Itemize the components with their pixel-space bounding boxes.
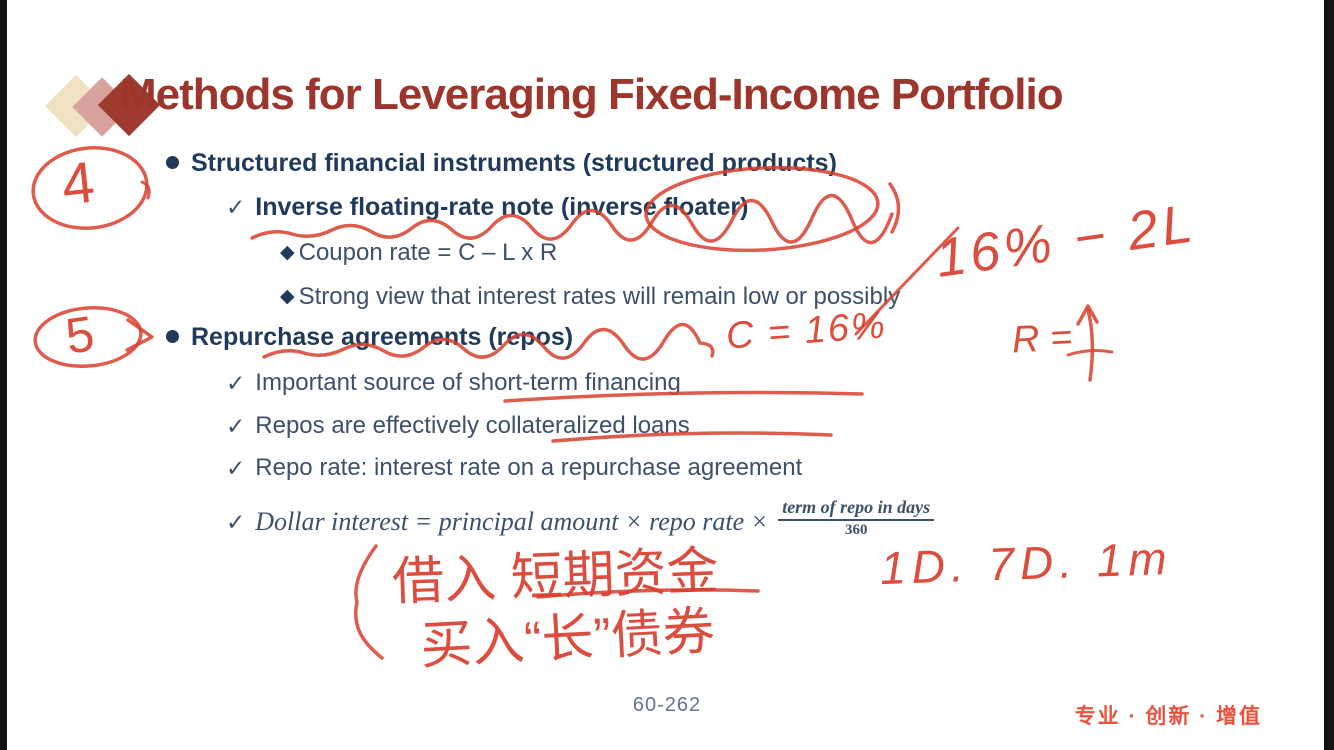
formula-dollar-interest: ✓ Dollar interest = principal amount × r…	[226, 497, 935, 544]
sub-label: Repos are effectively collateralized loa…	[255, 412, 690, 439]
annotation-number-4: 4	[58, 149, 98, 218]
rate-up-arrow-crossbar	[1066, 349, 1114, 357]
bullet-structured-instruments: Structured financial instruments (struct…	[166, 148, 837, 178]
diamond-icon: ◆	[280, 286, 295, 307]
annotation-r-equals: R =	[1010, 316, 1074, 362]
formula-fraction: term of repo in days 360	[778, 496, 935, 540]
bullet-dot-icon	[166, 330, 179, 343]
bullet-label: Structured financial instruments (struct…	[191, 149, 837, 177]
bullet-label: Repurchase agreements (repos)	[191, 323, 574, 351]
fraction-denominator: 360	[844, 522, 868, 538]
letterbox-left	[0, 0, 7, 750]
detail-label: Coupon rate = C – L x R	[298, 239, 558, 266]
bullet-repurchase-agreements: Repurchase agreements (repos)	[166, 322, 573, 352]
brand-slogan: 专业 · 创新 · 增值	[1074, 705, 1262, 728]
sub-repo-rate: ✓ Repo rate: interest rate on a repurcha…	[226, 453, 802, 483]
annotation-number-5: 5	[62, 305, 98, 365]
detail-strong-view: ◆ Strong view that interest rates will r…	[280, 282, 900, 312]
circle-4-tick	[140, 180, 151, 200]
circle-5-arrow	[125, 318, 154, 352]
page-title: Methods for Leveraging Fixed-Income Port…	[120, 70, 1064, 119]
check-icon: ✓	[226, 194, 246, 220]
check-icon: ✓	[226, 413, 246, 439]
annotation-coupon-example: 16% − 2L	[932, 193, 1200, 289]
annotation-repo-tenors: 1D. 7D. 1m	[879, 531, 1174, 595]
annotation-c-equals: C = 16%	[724, 304, 889, 358]
brace-annotation	[354, 544, 384, 660]
check-icon: ✓	[226, 455, 246, 481]
inverse-floater-flourish	[888, 182, 901, 234]
annotation-buy-long-bonds: 买入“长”债券	[418, 602, 717, 676]
sub-label: Inverse floating-rate note (inverse floa…	[255, 193, 749, 221]
sub-label: Repo rate: interest rate on a repurchase…	[255, 454, 803, 481]
fraction-numerator: term of repo in days	[778, 496, 935, 521]
detail-label: Strong view that interest rates will rem…	[298, 283, 901, 310]
sub-collateralized-loans: ✓ Repos are effectively collateralized l…	[226, 411, 690, 441]
rate-up-arrow-head	[1076, 304, 1099, 326]
check-icon: ✓	[226, 370, 246, 396]
check-icon: ✓	[226, 509, 246, 535]
rate-up-arrow-shaft	[1086, 308, 1095, 382]
bullet-dot-icon	[166, 156, 179, 169]
sub-short-term-financing: ✓ Important source of short-term financi…	[226, 368, 681, 398]
formula-main: Dollar interest = principal amount × rep…	[255, 507, 769, 536]
letterbox-right	[1324, 0, 1334, 750]
diamond-icon: ◆	[280, 242, 295, 263]
detail-coupon-rate: ◆ Coupon rate = C – L x R	[280, 238, 557, 268]
sub-inverse-floater: ✓ Inverse floating-rate note (inverse fl…	[226, 192, 748, 222]
sub-label: Important source of short-term financing	[255, 369, 681, 396]
page-number: 60-262	[632, 694, 702, 716]
